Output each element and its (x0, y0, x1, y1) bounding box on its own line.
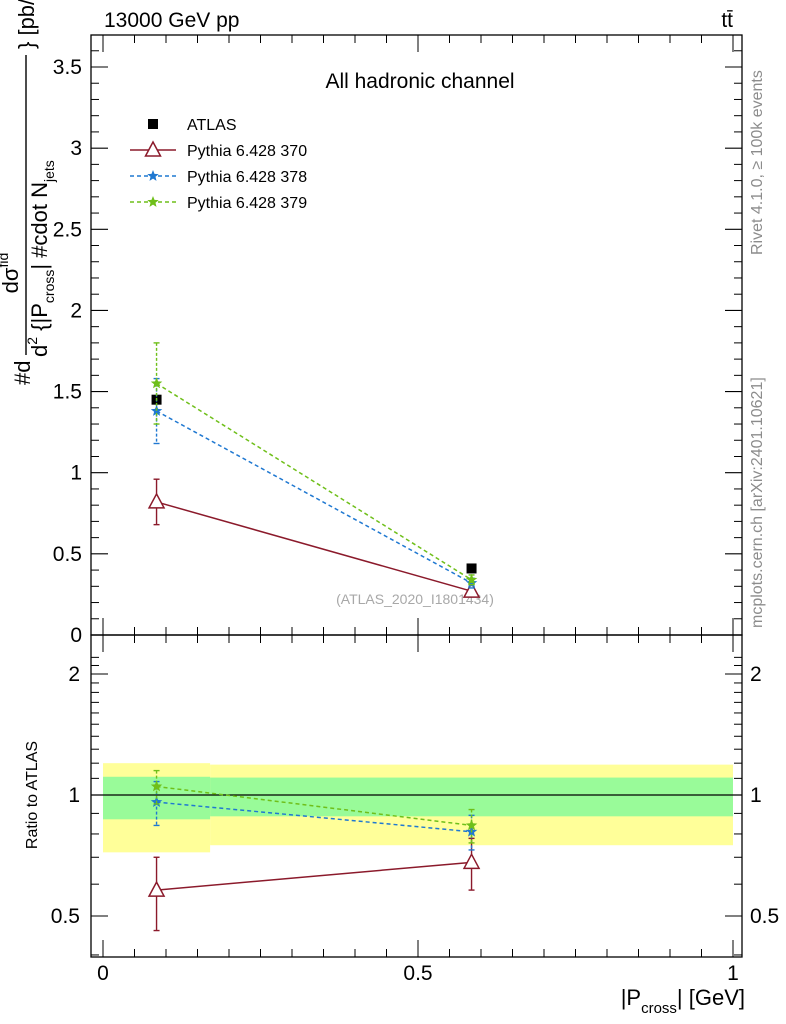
ratio-ytick-label-r-2: 2 (750, 663, 762, 686)
legend-label-1: Pythia 6.428 370 (187, 143, 307, 160)
mcplots-label: mcplots.cern.ch [arXiv:2401.10621] (749, 377, 766, 628)
svg-text:d2 {|Pcross| #cdot Njets: d2 {|Pcross| #cdot Njets (24, 160, 57, 357)
series-2 (150, 769, 478, 844)
ratio-ticks: 0.5 0.5 1 1 2 2 0 0.5 1 (51, 635, 779, 985)
series-0 (147, 837, 481, 932)
main-ytick-label-7: 3.5 (53, 56, 82, 79)
xlabel-unit: | [GeV] (677, 985, 745, 1010)
main-ticks: 0 0.5 1 1.5 2 2.5 3 3.5 (53, 35, 742, 647)
svg-text:dσfid: dσfid (0, 253, 23, 294)
ylabel-part-a: #d (10, 361, 35, 385)
main-ytick-label-3: 1.5 (53, 381, 82, 404)
series-line-0 (156, 861, 472, 891)
legend: ATLAS Pythia 6.428 370 Pythia 6.428 378 Pyt… (130, 117, 307, 212)
main-ytick-label-6: 3 (70, 137, 82, 160)
ratio-xtick-label-0: 0 (97, 962, 109, 985)
main-ytick-label-4: 2 (70, 299, 82, 322)
ratio-panel: 0.5 0.5 1 1 2 2 0 0.5 1 Ratio to ATLAS |Pcross| … (24, 634, 779, 1017)
ratio-xlabel: |Pcross| [GeV] (621, 985, 745, 1017)
main-ytick-label-1: 0.5 (53, 543, 82, 566)
point-1-1 (462, 581, 481, 598)
analysis-watermark: (ATLAS_2020_I1801434) (336, 591, 494, 607)
ratio-xtick-label-2: 1 (727, 962, 739, 985)
legend-label-2: Pythia 6.428 378 (187, 169, 307, 186)
xlabel-pcross: |P (621, 985, 641, 1010)
legend-marker-1 (144, 140, 162, 157)
point-2-0 (150, 780, 163, 792)
ylabel-sigma: σ (0, 267, 23, 281)
ratio-ytick-label-r-1: 1 (750, 784, 762, 807)
ylabel-denominator-d: d (27, 345, 52, 357)
point-0-0 (147, 880, 166, 897)
ratio-bands (91, 763, 742, 853)
svg-text:#d: #d (10, 361, 35, 385)
main-ytick-label-5: 2.5 (53, 218, 82, 241)
series-3 (150, 342, 478, 586)
point-0-1 (466, 563, 477, 574)
point-0-1 (462, 852, 481, 870)
legend-marker-2 (147, 170, 159, 181)
main-ytick-label-2: 1 (70, 462, 82, 485)
rivet-version-label: Rivet 4.1.0, ≥ 100k events (749, 70, 766, 255)
series-line-3 (156, 382, 472, 581)
main-ylabel: #d dσfid d2 {|Pcross| #cdot Njets } [pb/… (0, 0, 57, 385)
ylabel-numerator-d: d (0, 281, 23, 293)
legend-marker-0 (148, 119, 158, 129)
series-line-2 (156, 410, 472, 584)
legend-label-3: Pythia 6.428 379 (187, 195, 307, 212)
ylabel-fid: fid (0, 253, 11, 268)
point-3-1 (465, 573, 478, 585)
point-3-0 (150, 377, 163, 389)
svg-text:} [pb/GeV]: } [pb/GeV] (14, 0, 39, 49)
main-panel: All hadronic channel (ATLAS_2020_I180143… (0, 0, 743, 647)
main-ytick-label-0: 0 (70, 624, 82, 647)
series-1 (147, 478, 481, 598)
ratio-frame (90, 634, 743, 958)
point-2-1 (465, 819, 478, 831)
process-label: tt̄ (721, 9, 733, 32)
energy-label: 13000 GeV pp (104, 9, 239, 32)
ylabel-unit: } [pb/GeV] (14, 0, 39, 49)
ratio-ytick-label-2: 2 (68, 663, 80, 686)
ylabel-cdot: | #cdot N (27, 182, 52, 270)
main-title: All hadronic channel (325, 70, 514, 93)
point-1-0 (147, 492, 166, 509)
legend-label-0: ATLAS (187, 117, 237, 134)
xlabel-cross-sub: cross (641, 1000, 677, 1017)
ylabel-pcross: {|P (27, 303, 52, 337)
ylabel-jets-sub: jets (41, 160, 57, 183)
ratio-series-layer (147, 769, 481, 932)
ratio-ylabel: Ratio to ATLAS (24, 741, 41, 849)
main-series-layer (147, 342, 481, 598)
ratio-ytick-label-1: 1 (68, 784, 80, 807)
ratio-ytick-label-0: 0.5 (51, 905, 80, 928)
series-line-1 (156, 801, 472, 833)
legend-marker-3 (147, 196, 159, 207)
series-line-2 (156, 785, 472, 827)
ylabel-two: 2 (24, 337, 40, 345)
ylabel-cross-sub: cross (41, 270, 57, 303)
series-line-1 (156, 501, 472, 592)
ratio-ytick-label-r-0: 0.5 (750, 905, 779, 928)
ratio-xtick-label-1: 0.5 (403, 962, 432, 985)
